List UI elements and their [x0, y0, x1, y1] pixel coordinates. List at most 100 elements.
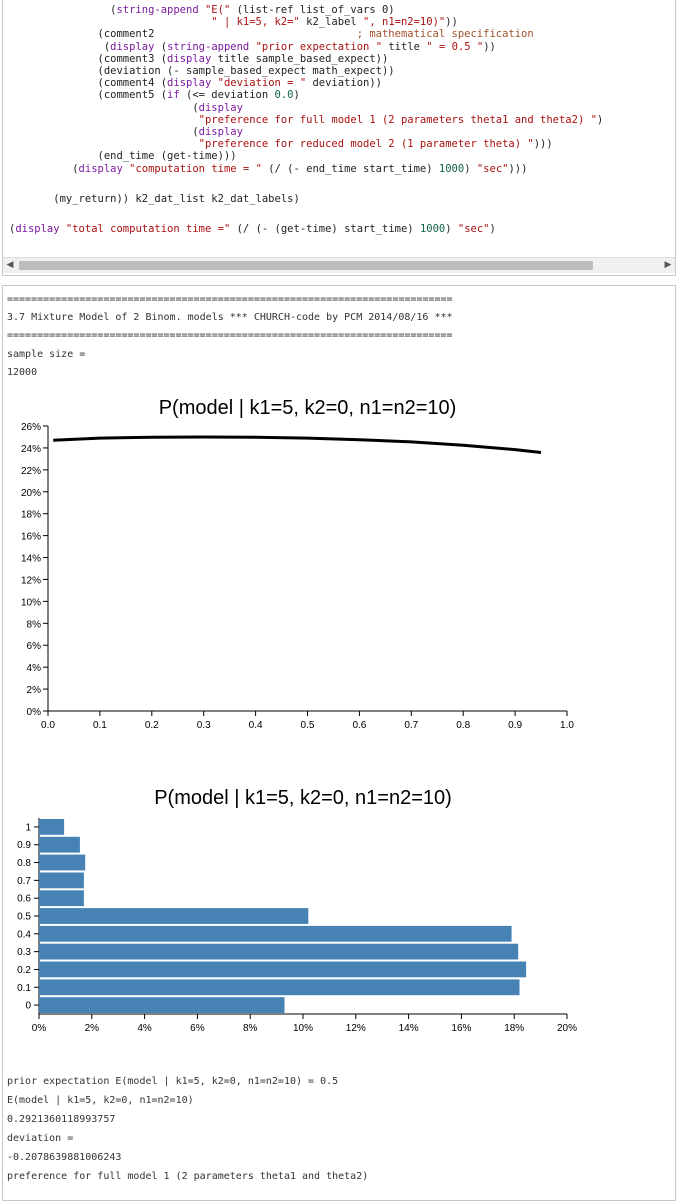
scroll-right-arrow-icon[interactable]: ▶ [664, 260, 672, 270]
x-tick-label: 18% [504, 1023, 524, 1034]
y-tick-label: 10% [21, 597, 41, 608]
code-token: display [167, 77, 212, 90]
y-tick-label: 0% [27, 707, 42, 718]
code-token: display [110, 40, 155, 53]
code-line: (display "total computation time =" (/ (… [9, 223, 496, 235]
y-tick-label: 24% [21, 444, 41, 455]
code-token: ))) [533, 138, 553, 151]
x-tick-label: 10% [293, 1023, 313, 1034]
y-tick-label: 18% [21, 510, 41, 521]
code-line: (end_time (get-time))) [9, 150, 237, 162]
code-token: display [78, 162, 123, 175]
y-tick-label: 0.9 [17, 840, 31, 851]
code-token: 1000 [438, 162, 465, 175]
x-tick-label: 0.8 [456, 720, 470, 731]
code-token: "sec" [457, 223, 490, 236]
code-text: (comment2 [9, 28, 357, 41]
code-line: (comment5 (if (<= deviation 0.0) [9, 89, 300, 101]
sample-size-label: sample size = [7, 349, 86, 360]
code-token: string-append [116, 4, 199, 16]
code-text: ( [9, 126, 199, 138]
bar [39, 819, 65, 835]
bar [39, 997, 285, 1013]
code-token: (<= deviation [179, 89, 275, 102]
y-tick-label: 6% [27, 641, 42, 652]
code-token: " | k1=5, k2=" [211, 16, 300, 29]
code-text: (comment3 ( [9, 52, 168, 65]
code-line: (display (string-append "prior expectati… [9, 41, 496, 53]
code-line: (string-append "E(" (list-ref list_of_va… [9, 4, 395, 16]
code-line: (display "computation time = " (/ (- end… [9, 163, 527, 175]
horizontal-scrollbar[interactable]: ◀ ▶ [3, 257, 675, 273]
x-tick-label: 2% [85, 1023, 100, 1034]
code-text: (comment5 ( [9, 89, 168, 102]
bar [39, 961, 527, 978]
code-text [9, 138, 199, 150]
code-token: "total computation time =" [59, 223, 231, 236]
code-token: ) [293, 89, 300, 102]
x-tick-label: 0.2 [145, 720, 159, 731]
prior-expectation-text: prior expectation E(model | k1=5, k2=0, … [7, 1076, 339, 1087]
code-token: k2_label [299, 16, 364, 29]
code-token: ) [464, 162, 471, 175]
y-tick-label: 16% [21, 532, 41, 543]
bar [39, 925, 512, 942]
code-token: (/ (- end_time start_time) [261, 162, 439, 175]
code-line: (comment4 (display "deviation = " deviat… [9, 77, 383, 90]
scrollbar-thumb[interactable] [19, 261, 593, 270]
series-line [53, 435, 542, 454]
code-content[interactable]: (string-append "E(" (list-ref list_of_va… [3, 0, 675, 266]
chart-title: P(model | k1=5, k2=0, n1=n2=10) [159, 397, 457, 419]
x-tick-label: 12% [346, 1023, 366, 1034]
x-tick-label: 0% [32, 1023, 47, 1034]
y-tick-label: 1 [25, 822, 31, 833]
code-token: title [382, 40, 427, 53]
y-tick-label: 0.1 [17, 983, 31, 994]
sample-size-value: 12000 [7, 367, 38, 378]
x-tick-label: 0.5 [301, 720, 315, 731]
code-line: " | k1=5, k2=" k2_label ", n1=n2=10)")) [9, 16, 458, 28]
code-token: ))) [508, 162, 528, 175]
code-text: (deviation (- sample_based_expect math_e… [9, 65, 395, 77]
code-token: if [167, 89, 180, 102]
code-token: )) [483, 40, 496, 53]
code-line: (display [9, 126, 243, 138]
code-token: "computation time = " [122, 162, 262, 175]
y-tick-label: 0.2 [17, 965, 31, 976]
bar [39, 908, 309, 924]
code-token: ) [445, 223, 458, 236]
x-tick-label: 1.0 [560, 720, 574, 731]
y-tick-label: 22% [21, 466, 41, 477]
code-token: ) [596, 113, 604, 126]
x-tick-label: 0.3 [197, 720, 211, 731]
code-token: string-append [167, 40, 250, 53]
y-tick-label: 12% [21, 575, 41, 586]
x-tick-label: 0.9 [508, 720, 522, 731]
code-line: (comment3 (display title sample_based_ex… [9, 52, 389, 65]
code-line: "preference for full model 1 (2 paramete… [9, 113, 604, 126]
code-token: display [15, 223, 60, 236]
y-tick-label: 20% [21, 488, 41, 499]
code-token: "E(" [198, 4, 237, 16]
code-token: "deviation = " [211, 77, 307, 90]
code-line: (comment2 ; mathematical specification [9, 28, 534, 40]
code-token: title sample_based_expect)) [211, 52, 389, 65]
code-token: deviation)) [306, 77, 382, 90]
y-tick-label: 0.6 [17, 894, 31, 905]
expect-value-text: 0.2921360118993757 [7, 1114, 116, 1125]
header-text: 3.7 Mixture Model of 2 Binom. models ***… [7, 312, 453, 323]
x-tick-label: 0.0 [41, 720, 55, 731]
separator-line: ========================================… [7, 330, 453, 341]
code-editor[interactable]: (string-append "E(" (list-ref list_of_va… [2, 0, 676, 276]
bar-chart: P(model | k1=5, k2=0, n1=n2=10) 1 0.9 0.8 0.… [17, 787, 577, 1034]
y-tick-label: 0.4 [17, 929, 31, 940]
scroll-left-arrow-icon[interactable]: ◀ [6, 260, 14, 270]
preference-text: preference for full model 1 (2 parameter… [7, 1171, 369, 1182]
code-token: "preference for full model 1 (2 paramete… [198, 113, 597, 126]
x-tick-label: 16% [451, 1023, 471, 1034]
x-tick-label: 0.4 [249, 720, 263, 731]
code-token: ", n1=n2=10)" [363, 16, 446, 29]
bar [39, 890, 84, 907]
separator-line: ========================================… [7, 294, 453, 305]
code-text [9, 16, 211, 28]
